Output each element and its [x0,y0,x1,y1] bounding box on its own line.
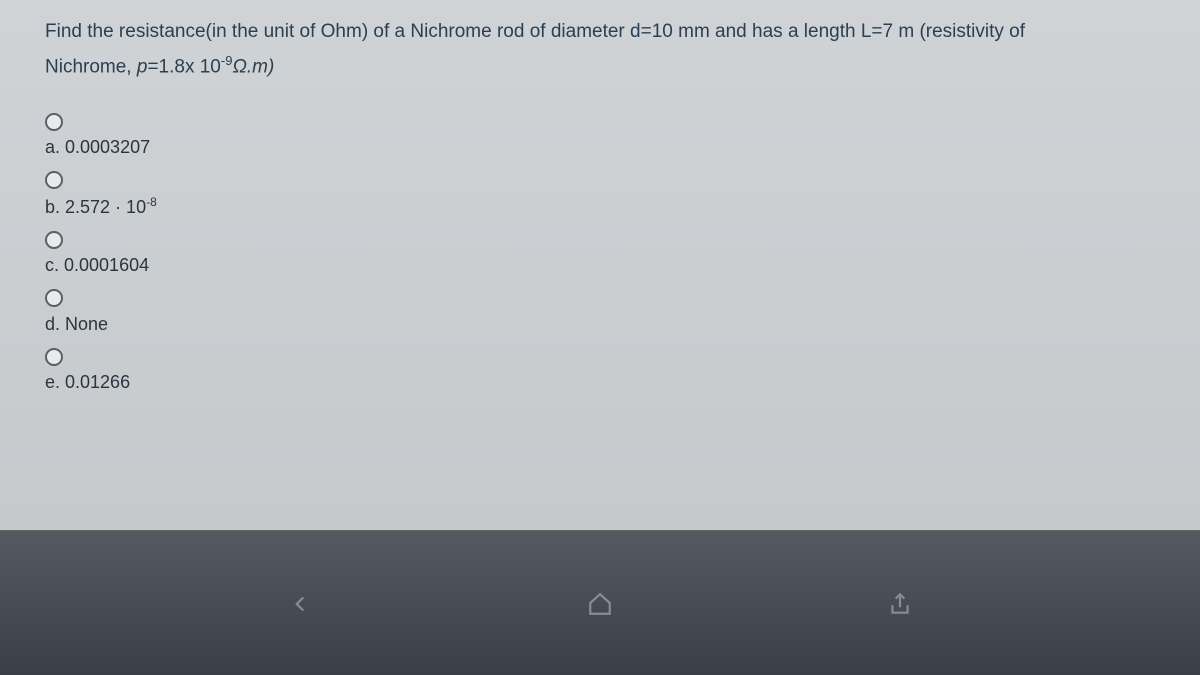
rho-symbol: p [137,57,148,78]
radio-option-a[interactable] [45,113,63,131]
option-d-value: None [65,314,108,334]
option-a-prefix: a. [45,137,65,157]
question-line2-prefix: Nichrome, [45,57,137,78]
option-a-group: a. 0.0003207 [45,113,1155,158]
back-icon[interactable] [287,591,313,617]
option-e-group: e. 0.01266 [45,348,1155,393]
nav-buttons-container [0,531,1200,617]
option-c-group: c. 0.0001604 [45,231,1155,276]
option-a-label: a. 0.0003207 [45,137,1155,158]
option-d-label: d. None [45,314,1155,335]
option-d-group: d. None [45,289,1155,334]
question-text: Find the resistance(in the unit of Ohm) … [45,15,1155,85]
option-c-prefix: c. [45,255,64,275]
value-prefix: 1.8x 10 [159,57,221,78]
option-e-label: e. 0.01266 [45,372,1155,393]
option-b-group: b. 2.572 · 10-8 [45,171,1155,218]
radio-option-b[interactable] [45,171,63,189]
option-e-value: 0.01266 [65,372,130,392]
option-c-label: c. 0.0001604 [45,255,1155,276]
home-icon[interactable] [587,591,613,617]
option-b-prefix: b. [45,197,65,217]
question-line1: Find the resistance(in the unit of Ohm) … [45,21,1025,42]
bottom-nav-bar [0,530,1200,675]
quiz-content: Find the resistance(in the unit of Ohm) … [0,0,1200,530]
radio-option-e[interactable] [45,348,63,366]
option-a-value: 0.0003207 [65,137,150,157]
share-icon[interactable] [887,591,913,617]
option-e-prefix: e. [45,372,65,392]
radio-option-c[interactable] [45,231,63,249]
option-b-value1: 2.572 · 10 [65,197,146,217]
option-d-prefix: d. [45,314,65,334]
radio-option-d[interactable] [45,289,63,307]
option-b-exponent: -8 [146,195,157,209]
option-b-label: b. 2.572 · 10-8 [45,195,1155,218]
equals-sign: = [147,57,158,78]
option-c-value: 0.0001604 [64,255,149,275]
exponent: -9 [221,53,233,68]
unit-suffix: Ω.m) [232,57,274,78]
